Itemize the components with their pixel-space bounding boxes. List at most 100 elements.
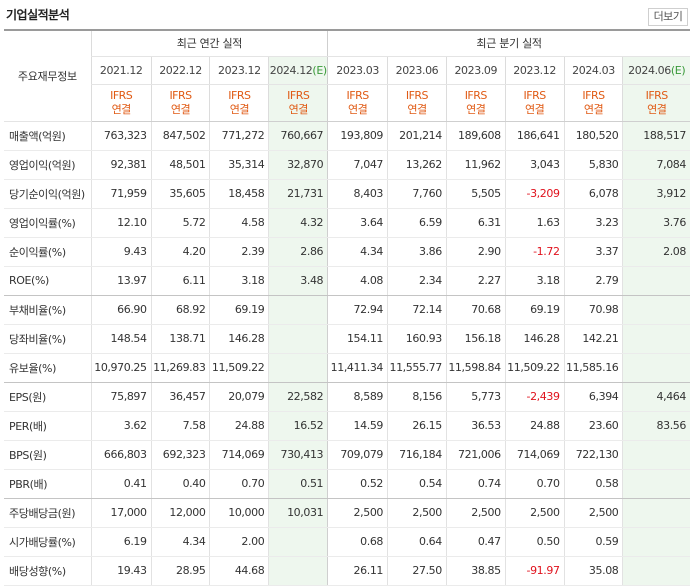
table-cell: 5,773 [445, 382, 506, 412]
table-cell: 23.60 [563, 411, 623, 441]
row-label: 시가배당률(%) [4, 527, 92, 557]
period-label: 2024.06 [628, 63, 671, 77]
accounting-basis: IFRS 연결 [445, 84, 506, 122]
table-cell: 146.28 [504, 324, 565, 354]
table-cell: 18,458 [209, 179, 269, 209]
table-cell: 24.88 [504, 411, 565, 441]
table-cell: 180,520 [563, 121, 623, 151]
table-cell [268, 324, 328, 354]
table-cell: 11,585.16 [563, 353, 623, 383]
table-cell: 35,314 [209, 150, 269, 180]
table-cell: 5,505 [445, 179, 506, 209]
table-cell: 6.11 [150, 266, 210, 296]
table-cell: 6,394 [563, 382, 623, 412]
table-cell: 3.76 [622, 208, 690, 238]
table-cell: 10,031 [268, 498, 328, 528]
basis-consolidated: 연결 [583, 102, 604, 116]
table-cell: 716,184 [387, 440, 447, 470]
table-cell: 2.27 [445, 266, 506, 296]
table-cell: 0.50 [504, 527, 565, 557]
period-label: 2021.12 [99, 63, 143, 77]
table-cell: 71,959 [90, 179, 152, 209]
basis-ifrs: IFRS [523, 88, 547, 102]
table-cell: 27.50 [387, 556, 447, 586]
table-cell: 0.51 [268, 469, 328, 499]
table-cell: 11,269.83 [150, 353, 210, 383]
table-cell: 0.74 [445, 469, 506, 499]
row-label: 영업이익률(%) [4, 208, 92, 238]
table-cell: 1.63 [504, 208, 565, 238]
period-label: 2023.06 [395, 63, 439, 77]
table-cell: 17,000 [90, 498, 152, 528]
table-cell: 763,323 [90, 121, 152, 151]
table-cell: 70.68 [445, 295, 506, 325]
table-cell: 146.28 [209, 324, 269, 354]
table-cell: 83.56 [622, 411, 690, 441]
table-cell: 35,605 [150, 179, 210, 209]
table-cell: 10,000 [209, 498, 269, 528]
row-label: BPS(원) [4, 440, 92, 470]
table-cell: 69.19 [209, 295, 269, 325]
table-cell: 2,500 [327, 498, 388, 528]
table-cell: 11,555.77 [387, 353, 447, 383]
table-cell: 68.92 [150, 295, 210, 325]
period-header: 2023.09 [445, 56, 506, 85]
table-cell: 2.00 [209, 527, 269, 557]
row-label: 당좌비율(%) [4, 324, 92, 354]
table-cell [622, 440, 690, 470]
table-cell: 2.08 [622, 237, 690, 267]
table-cell: 4.20 [150, 237, 210, 267]
table-cell: 13.97 [90, 266, 152, 296]
table-cell: 4.34 [150, 527, 210, 557]
period-header: 2022.12 [150, 56, 210, 85]
table-row: 영업이익률(%) 12.10 5.72 4.58 4.32 3.64 6.59 6.31 1.6… [4, 208, 690, 238]
accounting-basis: IFRS 연결 [504, 84, 565, 122]
table-cell: 9.43 [90, 237, 152, 267]
table-cell: 10,970.25 [90, 353, 152, 383]
row-label: PBR(배) [4, 469, 92, 499]
row-label: ROE(%) [4, 266, 92, 296]
table-cell: 714,069 [209, 440, 269, 470]
table-cell: 4,464 [622, 382, 690, 412]
more-button[interactable]: 더보기 [648, 8, 688, 26]
table-cell: 75,897 [90, 382, 152, 412]
row-label: 부채비율(%) [4, 295, 92, 325]
table-cell: 6.31 [445, 208, 506, 238]
table-cell [622, 295, 690, 325]
table-row: 시가배당률(%) 6.19 4.34 2.00 0.68 0.64 0.47 0.50 0.59 [4, 527, 690, 557]
table-cell: 6.59 [387, 208, 447, 238]
table-cell: 7.58 [150, 411, 210, 441]
basis-consolidated: 연결 [407, 102, 427, 116]
table-cell [622, 498, 690, 528]
table-cell: 2,500 [445, 498, 506, 528]
table-cell: 3.62 [90, 411, 152, 441]
table-cell: 0.58 [563, 469, 623, 499]
table-cell: 0.68 [327, 527, 388, 557]
table-cell: 38.85 [445, 556, 506, 586]
table-row: 부채비율(%) 66.90 68.92 69.19 72.94 72.14 70.68 69.… [4, 295, 690, 325]
table-cell [268, 527, 328, 557]
table-cell: 189,608 [445, 121, 506, 151]
table-cell: 28.95 [150, 556, 210, 586]
quarter-group-header: 최근 분기 실적 [327, 30, 690, 57]
table-cell: 3,912 [622, 179, 690, 209]
table-cell: 0.59 [563, 527, 623, 557]
basis-ifrs: IFRS [228, 88, 251, 102]
table-cell: 3.64 [327, 208, 388, 238]
annual-group-header: 최근 연간 실적 [90, 30, 328, 57]
table-cell: 154.11 [327, 324, 388, 354]
table-cell: 3.18 [504, 266, 565, 296]
table-cell: 21,731 [268, 179, 328, 209]
table-cell: 3,043 [504, 150, 565, 180]
basis-consolidated: 연결 [347, 102, 368, 116]
basis-ifrs: IFRS [110, 88, 133, 102]
table-cell: 138.71 [150, 324, 210, 354]
period-header: 2023.12 [209, 56, 269, 85]
basis-consolidated: 연결 [229, 102, 250, 116]
table-cell: 72.14 [387, 295, 447, 325]
table-row: 당기순이익(억원) 71,959 35,605 18,458 21,731 8,403 7,… [4, 179, 690, 209]
period-label: 2023.12 [513, 63, 556, 77]
basis-ifrs: IFRS [645, 88, 669, 102]
table-cell: 7,760 [387, 179, 447, 209]
table-cell: 2,500 [563, 498, 623, 528]
